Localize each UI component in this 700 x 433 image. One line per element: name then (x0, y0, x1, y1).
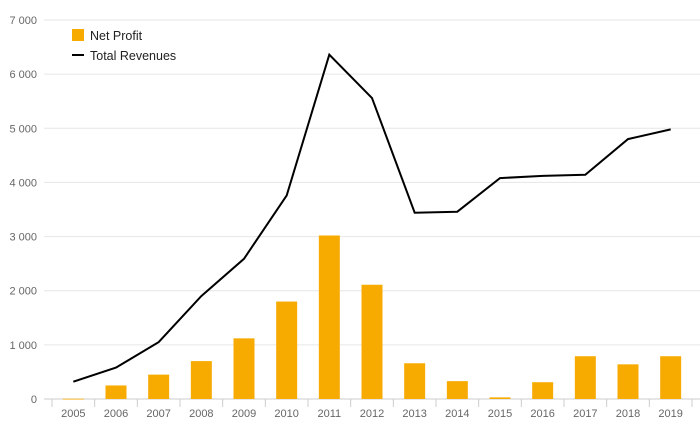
legend-label-total-revenues: Total Revenues (90, 49, 176, 63)
legend-label-net-profit: Net Profit (90, 29, 143, 43)
net-profit-bar (446, 381, 468, 399)
x-tick-label: 2017 (573, 408, 597, 420)
net-profit-bar (276, 301, 298, 399)
y-tick-label: 7 000 (9, 15, 37, 27)
total-revenues-line-group (72, 52, 671, 383)
x-tick-label: 2009 (232, 408, 256, 420)
net-profit-bar (148, 374, 170, 399)
net-profit-bar (62, 398, 84, 400)
y-tick-label: 0 (31, 394, 37, 406)
x-tick-label: 2008 (189, 408, 213, 420)
net-profit-bar (532, 382, 554, 399)
net-profit-bar (361, 284, 383, 399)
legend: Net Profit Total Revenues (72, 29, 176, 63)
net-profit-bar (318, 235, 340, 399)
x-axis-ticks: 2005 2006 2007 2008 2009 2010 2011 2012 2013 2014… (51, 399, 693, 420)
net-profit-bar (617, 364, 639, 399)
x-tick-label: 2011 (318, 408, 342, 420)
net-profit-bar (404, 363, 426, 399)
x-tick-label: 2015 (488, 408, 512, 420)
x-tick-label: 2012 (360, 408, 384, 420)
y-tick-label: 3 000 (9, 232, 37, 244)
net-profit-bar (190, 361, 212, 399)
legend-swatch-net-profit (72, 29, 84, 41)
grid (44, 19, 700, 400)
y-axis-ticks: 0 1 000 2 000 3 000 4 000 5 000 6 000 7 000 (9, 15, 37, 406)
x-tick-label: 2005 (61, 408, 85, 420)
y-tick-label: 6 000 (9, 69, 37, 81)
y-tick-label: 2 000 (9, 286, 37, 298)
x-tick-label: 2016 (530, 408, 554, 420)
y-tick-label: 5 000 (9, 123, 37, 135)
net-profit-bar (660, 356, 682, 399)
x-tick-label: 2019 (658, 408, 682, 420)
net-profit-bars (62, 235, 682, 400)
total-revenues-line (72, 52, 671, 383)
net-profit-bar (233, 338, 255, 399)
x-tick-label: 2014 (445, 408, 469, 420)
x-tick-label: 2010 (274, 408, 298, 420)
y-tick-label: 1 000 (9, 340, 37, 352)
x-tick-label: 2007 (146, 408, 170, 420)
net-profit-bar (105, 385, 127, 399)
x-tick-label: 2018 (616, 408, 640, 420)
y-tick-label: 4 000 (9, 177, 37, 189)
net-profit-bar (489, 397, 511, 399)
x-tick-label: 2006 (104, 408, 128, 420)
x-tick-label: 2013 (402, 408, 426, 420)
net-profit-bar (574, 356, 596, 399)
